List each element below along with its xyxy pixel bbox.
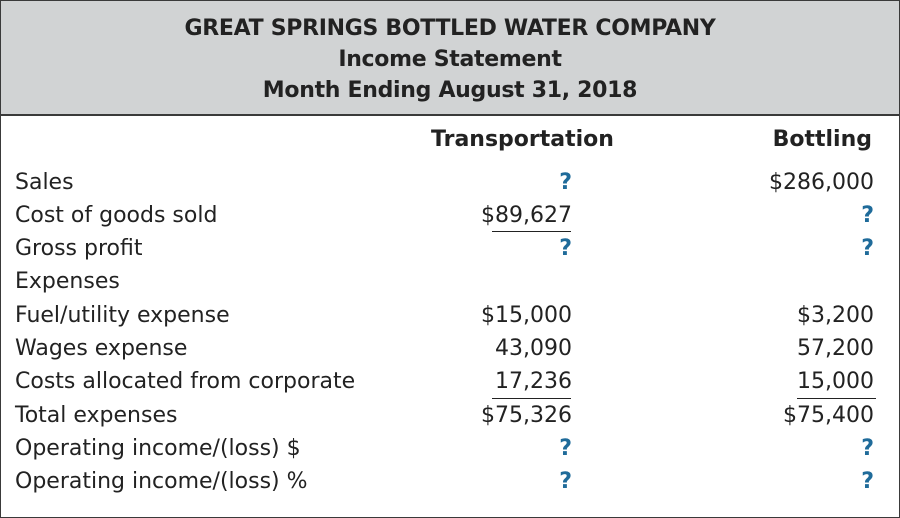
row-operating-income-percent: Operating income/(loss) % ? ? bbox=[1, 465, 899, 498]
transportation-value: 43,090 bbox=[495, 336, 572, 361]
transportation-value: ? bbox=[559, 236, 572, 261]
row-label: Total expenses bbox=[15, 403, 178, 428]
bottling-value: 57,200 bbox=[797, 336, 874, 361]
bottling-value: $75,400 bbox=[783, 403, 874, 428]
transportation-value: ? bbox=[559, 170, 572, 195]
row-operating-income-dollars: Operating income/(loss) $ ? ? bbox=[1, 432, 899, 465]
statement-period: Month Ending August 31, 2018 bbox=[262, 78, 638, 103]
bottling-value: ? bbox=[861, 236, 874, 261]
statement-title: Income Statement bbox=[338, 47, 562, 72]
row-label: Fuel/utility expense bbox=[15, 303, 230, 328]
transportation-value: ? bbox=[559, 469, 572, 494]
column-header-bottling: Bottling bbox=[772, 127, 872, 152]
bottling-value: ? bbox=[861, 436, 874, 461]
bottling-value: ? bbox=[861, 203, 874, 228]
bottling-value: $286,000 bbox=[769, 170, 874, 195]
transportation-value: ? bbox=[559, 436, 572, 461]
column-header-transportation: Transportation bbox=[431, 127, 614, 152]
row-label: Gross profit bbox=[15, 236, 143, 261]
bottling-value: $3,200 bbox=[797, 303, 874, 328]
row-costs-allocated-from-corporate: Costs allocated from corporate 17,236 15… bbox=[1, 365, 899, 398]
row-label: Operating income/(loss) % bbox=[15, 469, 308, 494]
row-expenses-heading: Expenses bbox=[1, 265, 899, 298]
bottling-value: ? bbox=[861, 469, 874, 494]
transportation-value: $89,627 bbox=[481, 203, 572, 228]
row-label: Cost of goods sold bbox=[15, 203, 218, 228]
row-cost-of-goods-sold: Cost of goods sold $89,627 ? bbox=[1, 199, 899, 232]
transportation-value: 17,236 bbox=[495, 369, 572, 394]
transportation-value: $15,000 bbox=[481, 303, 572, 328]
row-total-expenses: Total expenses $75,326 $75,400 bbox=[1, 399, 899, 432]
row-label: Expenses bbox=[15, 269, 120, 294]
company-name: GREAT SPRINGS BOTTLED WATER COMPANY bbox=[184, 16, 716, 41]
subtotal-underline bbox=[492, 398, 571, 399]
row-fuel-utility-expense: Fuel/utility expense $15,000 $3,200 bbox=[1, 299, 899, 332]
row-label: Costs allocated from corporate bbox=[15, 369, 356, 394]
row-gross-profit: Gross profit ? ? bbox=[1, 232, 899, 265]
row-sales: Sales ? $286,000 bbox=[1, 166, 899, 199]
row-label: Sales bbox=[15, 170, 74, 195]
subtotal-underline bbox=[492, 231, 571, 232]
bottling-value: 15,000 bbox=[797, 369, 874, 394]
statement-header: GREAT SPRINGS BOTTLED WATER COMPANY Inco… bbox=[1, 1, 899, 116]
row-label: Wages expense bbox=[15, 336, 188, 361]
row-label: Operating income/(loss) $ bbox=[15, 436, 301, 461]
row-wages-expense: Wages expense 43,090 57,200 bbox=[1, 332, 899, 365]
transportation-value: $75,326 bbox=[481, 403, 572, 428]
subtotal-underline bbox=[797, 398, 876, 399]
